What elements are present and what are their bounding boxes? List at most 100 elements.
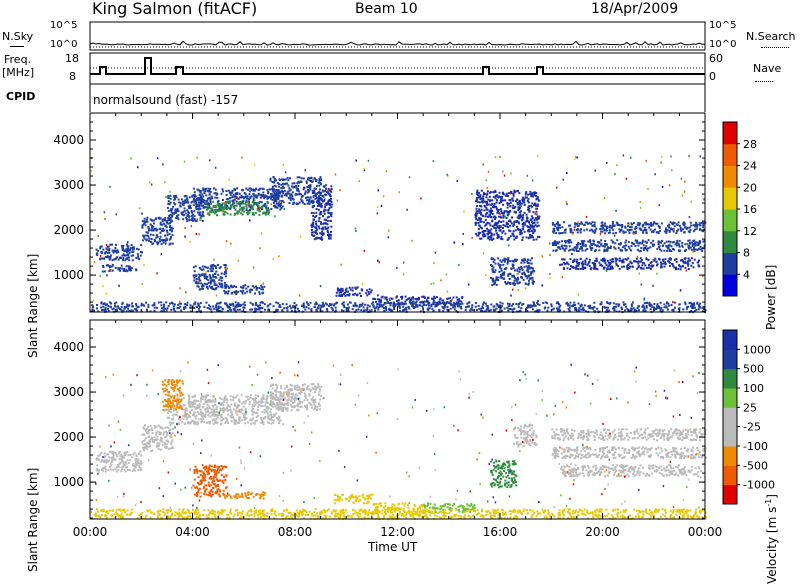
- data-cell: [188, 216, 190, 218]
- data-cell: [692, 245, 694, 247]
- data-cell: [207, 270, 209, 272]
- data-cell: [421, 305, 423, 307]
- data-cell: [216, 411, 218, 413]
- data-cell: [693, 224, 695, 226]
- data-cell: [230, 194, 232, 196]
- data-cell: [564, 259, 566, 261]
- data-cell: [309, 177, 311, 179]
- data-cell: [514, 269, 516, 271]
- data-cell: [164, 427, 166, 429]
- data-cell: [595, 249, 597, 251]
- data-cell: [137, 253, 139, 255]
- data-cell: [196, 198, 198, 200]
- data-cell: [516, 269, 518, 271]
- data-cell: [150, 234, 152, 236]
- data-cell: [406, 299, 408, 301]
- data-cell: [292, 305, 294, 307]
- noise-cell: [623, 154, 625, 156]
- data-cell: [273, 189, 275, 191]
- data-cell: [99, 247, 101, 249]
- data-cell: [478, 233, 480, 235]
- data-cell: [151, 220, 153, 222]
- data-cell: [228, 306, 230, 308]
- data-cell: [632, 243, 634, 245]
- data-cell: [623, 304, 625, 306]
- data-cell: [514, 206, 516, 208]
- data-cell: [486, 201, 488, 203]
- data-cell: [150, 241, 152, 243]
- data-cell: [145, 235, 147, 237]
- data-cell: [196, 274, 198, 276]
- data-cell: [481, 227, 483, 229]
- data-cell: [170, 448, 172, 450]
- data-cell: [478, 228, 480, 230]
- data-cell: [609, 303, 611, 305]
- data-cell: [460, 303, 462, 305]
- data-cell: [592, 262, 594, 264]
- data-cell: [210, 277, 212, 279]
- data-cell: [318, 220, 320, 222]
- data-cell: [499, 302, 501, 304]
- data-cell: [215, 205, 217, 207]
- data-cell: [229, 192, 231, 194]
- data-cell: [143, 426, 145, 428]
- noise-cell: [383, 297, 385, 299]
- noise-cell: [537, 300, 539, 302]
- data-cell: [521, 199, 523, 201]
- data-cell: [488, 204, 490, 206]
- noise-cell: [572, 233, 574, 235]
- data-cell: [590, 268, 592, 270]
- data-cell: [152, 304, 154, 306]
- data-cell: [258, 193, 260, 195]
- data-cell: [245, 288, 247, 290]
- data-cell: [507, 282, 509, 284]
- noise-cell: [335, 174, 337, 176]
- noise-cell: [682, 195, 684, 197]
- data-cell: [170, 435, 172, 437]
- data-cell: [529, 234, 531, 236]
- data-cell: [168, 200, 170, 202]
- noise-cell: [684, 191, 686, 193]
- data-cell: [632, 301, 634, 303]
- data-cell: [660, 265, 662, 267]
- data-cell: [235, 286, 237, 288]
- data-cell: [343, 305, 345, 307]
- data-cell: [108, 252, 110, 254]
- data-cell: [600, 244, 602, 246]
- data-cell: [589, 246, 591, 248]
- ytick-label: 1000: [53, 268, 84, 282]
- data-cell: [665, 263, 667, 265]
- data-cell: [315, 230, 317, 232]
- data-cell: [476, 198, 478, 200]
- noise-cell: [533, 273, 535, 275]
- noise-cell: [660, 162, 662, 164]
- data-cell: [478, 305, 480, 307]
- data-cell: [465, 309, 467, 311]
- data-cell: [200, 192, 202, 194]
- data-cell: [520, 210, 522, 212]
- data-cell: [242, 214, 244, 216]
- data-cell: [461, 296, 463, 298]
- data-cell: [163, 432, 165, 434]
- data-cell: [130, 454, 132, 456]
- data-cell: [198, 276, 200, 278]
- data-cell: [552, 224, 554, 226]
- data-cell: [587, 241, 589, 243]
- data-cell: [652, 240, 654, 242]
- noise-cell: [253, 267, 255, 269]
- data-cell: [521, 259, 523, 261]
- data-region-9: [223, 284, 265, 295]
- noise-cell: [139, 207, 141, 209]
- data-cell: [532, 211, 534, 213]
- data-cell: [320, 211, 322, 213]
- data-cell: [231, 303, 233, 305]
- data-region-13: [490, 257, 535, 286]
- data-cell: [608, 232, 610, 234]
- data-cell: [159, 238, 161, 240]
- data-cell: [231, 200, 233, 202]
- data-cell: [200, 199, 202, 201]
- noise-cell: [327, 190, 329, 192]
- data-cell: [225, 303, 227, 305]
- data-cell: [211, 264, 213, 266]
- data-cell: [132, 470, 134, 472]
